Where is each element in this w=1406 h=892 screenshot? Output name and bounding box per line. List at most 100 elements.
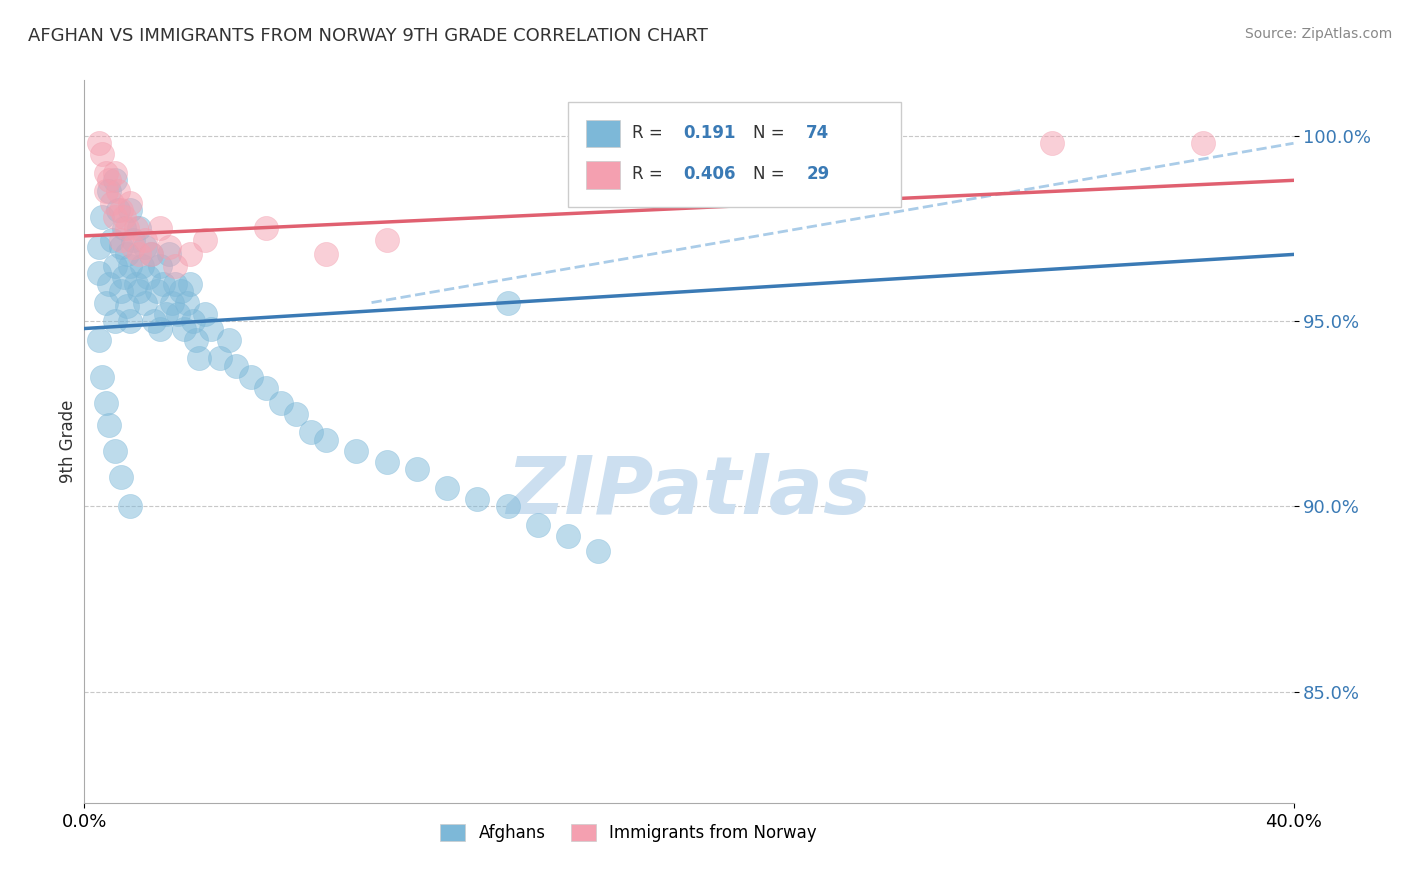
FancyBboxPatch shape xyxy=(586,161,620,189)
Point xyxy=(299,425,322,440)
Point xyxy=(100,195,122,210)
Point xyxy=(107,185,129,199)
Point xyxy=(134,295,156,310)
Point xyxy=(128,221,150,235)
Point xyxy=(179,277,201,291)
Point xyxy=(152,277,174,291)
Point xyxy=(94,185,117,199)
Point xyxy=(125,277,148,291)
Point xyxy=(104,259,127,273)
Point xyxy=(94,395,117,409)
Text: R =: R = xyxy=(633,124,668,142)
Text: 0.406: 0.406 xyxy=(683,165,735,183)
Point xyxy=(167,307,190,321)
Text: ZIPatlas: ZIPatlas xyxy=(506,453,872,531)
Point xyxy=(110,240,132,254)
Point xyxy=(139,247,162,261)
Point xyxy=(157,247,180,261)
Point xyxy=(467,491,489,506)
Point xyxy=(436,481,458,495)
Point xyxy=(104,443,127,458)
Point xyxy=(157,240,180,254)
Point xyxy=(218,333,240,347)
Point xyxy=(136,269,159,284)
Point xyxy=(94,166,117,180)
Point xyxy=(194,307,217,321)
Point xyxy=(104,173,127,187)
Point xyxy=(285,407,308,421)
Point xyxy=(128,285,150,299)
Point xyxy=(97,417,120,432)
Point xyxy=(131,259,153,273)
Text: N =: N = xyxy=(754,165,790,183)
Point xyxy=(112,269,135,284)
Point xyxy=(375,455,398,469)
Point xyxy=(315,433,337,447)
Point xyxy=(496,500,519,514)
Point xyxy=(134,240,156,254)
Point xyxy=(97,173,120,187)
Point xyxy=(118,259,141,273)
Text: 0.191: 0.191 xyxy=(683,124,735,142)
Point xyxy=(97,277,120,291)
Point xyxy=(104,314,127,328)
Point xyxy=(186,333,208,347)
FancyBboxPatch shape xyxy=(586,120,620,147)
Point xyxy=(89,136,111,151)
Point xyxy=(173,321,195,335)
Point xyxy=(149,321,172,335)
Point xyxy=(149,221,172,235)
Point xyxy=(149,259,172,273)
Point xyxy=(557,529,579,543)
Point xyxy=(89,333,111,347)
Point xyxy=(254,221,277,235)
Point xyxy=(181,314,204,328)
Point xyxy=(115,247,138,261)
Point xyxy=(121,233,143,247)
Point xyxy=(315,247,337,261)
Point xyxy=(97,185,120,199)
Point xyxy=(209,351,232,366)
Point xyxy=(89,266,111,280)
Point xyxy=(118,195,141,210)
Y-axis label: 9th Grade: 9th Grade xyxy=(59,400,77,483)
Point xyxy=(118,314,141,328)
Point xyxy=(346,443,368,458)
Point xyxy=(121,240,143,254)
Text: AFGHAN VS IMMIGRANTS FROM NORWAY 9TH GRADE CORRELATION CHART: AFGHAN VS IMMIGRANTS FROM NORWAY 9TH GRA… xyxy=(28,27,709,45)
Text: N =: N = xyxy=(754,124,790,142)
Point xyxy=(104,166,127,180)
Point xyxy=(134,233,156,247)
Point xyxy=(107,202,129,217)
Point xyxy=(176,295,198,310)
Point xyxy=(110,285,132,299)
Point xyxy=(118,202,141,217)
Point xyxy=(94,295,117,310)
Point xyxy=(115,299,138,313)
Point xyxy=(254,381,277,395)
Point xyxy=(104,211,127,225)
Point xyxy=(110,202,132,217)
Text: Source: ZipAtlas.com: Source: ZipAtlas.com xyxy=(1244,27,1392,41)
Point xyxy=(165,259,187,273)
Point xyxy=(496,295,519,310)
Point xyxy=(128,247,150,261)
Point xyxy=(160,295,183,310)
Point xyxy=(155,307,177,321)
Point xyxy=(1192,136,1215,151)
Point xyxy=(375,233,398,247)
Point xyxy=(142,314,165,328)
Point xyxy=(112,211,135,225)
Point xyxy=(110,469,132,483)
Point xyxy=(110,233,132,247)
FancyBboxPatch shape xyxy=(568,102,901,207)
Point xyxy=(89,240,111,254)
Point xyxy=(225,359,247,373)
Point xyxy=(165,277,187,291)
Text: 29: 29 xyxy=(806,165,830,183)
Text: R =: R = xyxy=(633,165,668,183)
Point xyxy=(115,221,138,235)
Point xyxy=(118,500,141,514)
Point xyxy=(588,544,610,558)
Point xyxy=(100,233,122,247)
